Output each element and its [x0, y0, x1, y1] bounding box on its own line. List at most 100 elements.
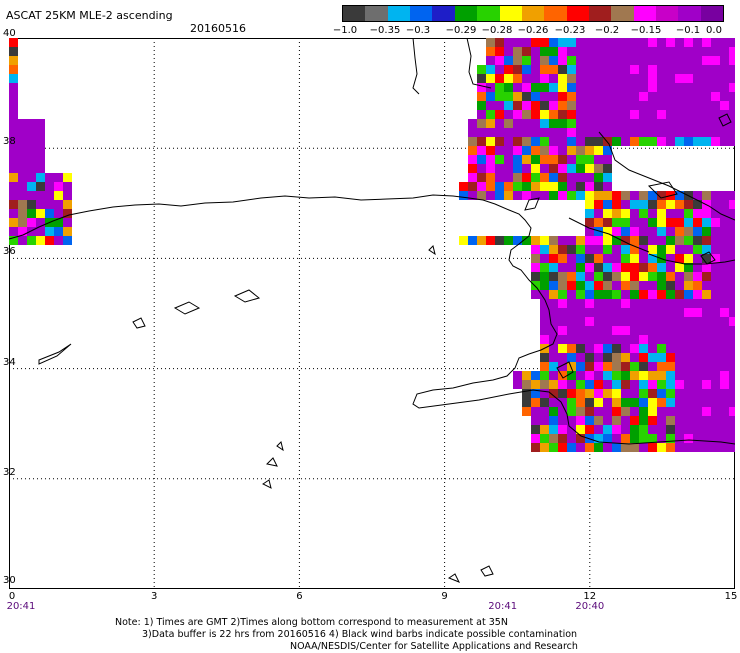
data-cell: [18, 227, 27, 236]
data-cell: [621, 425, 630, 434]
data-cell: [486, 236, 495, 245]
data-cell: [558, 290, 567, 299]
data-cell: [594, 137, 603, 146]
data-cell: [522, 191, 531, 200]
data-cell: [612, 290, 621, 299]
data-cell: [522, 65, 531, 74]
data-cell: [666, 389, 675, 398]
data-cell: [594, 236, 603, 245]
data-cell: [603, 344, 612, 353]
data-cell: [585, 56, 594, 65]
data-cell: [468, 173, 477, 182]
data-cell: [666, 281, 675, 290]
data-cell: [720, 371, 729, 380]
data-cell: [711, 389, 720, 398]
data-cell: [657, 317, 666, 326]
data-cell: [576, 164, 585, 173]
data-cell: [702, 245, 711, 254]
data-cell: [594, 407, 603, 416]
data-cell: [648, 443, 657, 452]
data-cell: [693, 398, 702, 407]
data-cell: [630, 38, 639, 47]
data-cell: [684, 272, 693, 281]
data-cell: [702, 92, 711, 101]
data-cell: [567, 254, 576, 263]
data-cell: [603, 434, 612, 443]
data-cell: [621, 227, 630, 236]
data-cell: [630, 218, 639, 227]
data-cell: [657, 92, 666, 101]
data-cell: [639, 74, 648, 83]
data-cell: [648, 317, 657, 326]
data-cell: [630, 209, 639, 218]
data-cell: [648, 416, 657, 425]
data-cell: [477, 65, 486, 74]
data-cell: [540, 101, 549, 110]
data-cell: [648, 281, 657, 290]
data-cell: [558, 254, 567, 263]
data-cell: [594, 425, 603, 434]
data-cell: [621, 416, 630, 425]
data-cell: [603, 308, 612, 317]
data-cell: [729, 398, 735, 407]
data-cell: [693, 56, 702, 65]
data-cell: [648, 119, 657, 128]
data-cell: [477, 191, 486, 200]
data-cell: [522, 137, 531, 146]
data-cell: [720, 308, 729, 317]
data-cell: [522, 38, 531, 47]
data-cell: [477, 164, 486, 173]
data-cell: [576, 119, 585, 128]
data-cell: [630, 263, 639, 272]
data-cell: [549, 128, 558, 137]
data-cell: [486, 155, 495, 164]
data-cell: [18, 191, 27, 200]
data-cell: [630, 101, 639, 110]
colorbar-label: −1.0: [332, 25, 358, 36]
data-cell: [513, 155, 522, 164]
data-cell: [702, 308, 711, 317]
data-cell: [576, 110, 585, 119]
data-cell: [540, 398, 549, 407]
data-cell: [603, 254, 612, 263]
data-cell: [720, 47, 729, 56]
data-cell: [657, 56, 666, 65]
data-cell: [630, 380, 639, 389]
data-cell: [648, 362, 657, 371]
data-cell: [630, 371, 639, 380]
data-cell: [711, 371, 720, 380]
data-cell: [558, 272, 567, 281]
data-cell: [684, 110, 693, 119]
data-cell: [711, 308, 720, 317]
data-cell: [684, 128, 693, 137]
data-cell: [576, 191, 585, 200]
data-cell: [9, 227, 18, 236]
data-cell: [693, 389, 702, 398]
data-cell: [621, 344, 630, 353]
data-cell: [603, 398, 612, 407]
data-cell: [720, 443, 729, 452]
data-cell: [675, 254, 684, 263]
data-cell: [621, 299, 630, 308]
data-cell: [549, 137, 558, 146]
note-line-3: NOAA/NESDIS/Center for Satellite Applica…: [290, 641, 578, 652]
data-cell: [684, 443, 693, 452]
data-cell: [720, 362, 729, 371]
data-cell: [36, 146, 45, 155]
pass-time-label: 20:41: [488, 601, 518, 612]
data-cell: [594, 254, 603, 263]
data-cell: [558, 38, 567, 47]
data-cell: [630, 254, 639, 263]
data-cell: [711, 407, 720, 416]
data-cell: [675, 398, 684, 407]
data-cell: [504, 65, 513, 74]
data-cell: [18, 218, 27, 227]
data-cell: [594, 326, 603, 335]
data-cell: [693, 47, 702, 56]
data-cell: [468, 146, 477, 155]
data-cell: [729, 326, 735, 335]
data-cell: [666, 362, 675, 371]
data-cell: [630, 407, 639, 416]
data-cell: [675, 92, 684, 101]
data-cell: [639, 218, 648, 227]
